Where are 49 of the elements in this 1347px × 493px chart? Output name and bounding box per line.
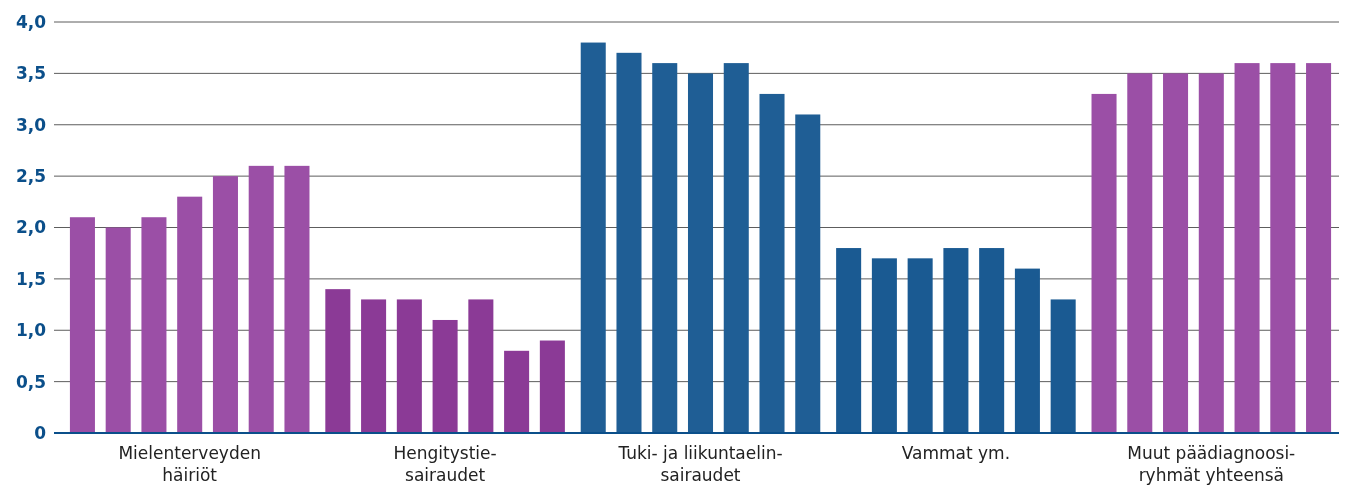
bar — [795, 114, 821, 433]
bar — [759, 93, 785, 433]
y-tick-label: 0,5 — [15, 371, 46, 392]
bar — [284, 165, 310, 433]
x-tick-label: Vammat ym. — [901, 443, 1011, 463]
y-tick-label: 1,5 — [15, 268, 46, 289]
bar — [396, 299, 422, 433]
bar — [177, 196, 203, 433]
bar — [616, 52, 642, 433]
bar — [943, 248, 969, 433]
bar — [907, 258, 933, 433]
bar — [1050, 299, 1076, 433]
y-tick-label: 4,0 — [15, 11, 47, 32]
bar — [69, 217, 95, 433]
y-tick-label: 3,5 — [15, 63, 46, 84]
bar — [1306, 63, 1332, 433]
bar — [432, 319, 458, 433]
bar — [325, 289, 351, 433]
bar — [723, 63, 749, 433]
bar — [1270, 63, 1296, 433]
bar — [1091, 93, 1117, 433]
bar — [141, 217, 167, 433]
bar — [1014, 268, 1040, 433]
y-tick-label: 1,0 — [15, 320, 47, 341]
bar — [836, 248, 862, 433]
bar — [468, 299, 494, 433]
bar — [539, 340, 565, 433]
bar — [580, 42, 606, 433]
y-tick-label: 2,0 — [15, 217, 47, 238]
bar — [504, 350, 530, 433]
bar — [979, 248, 1005, 433]
bar — [361, 299, 387, 433]
bar — [248, 165, 274, 433]
x-tick-label: Hengitystie- sairaudet — [393, 443, 497, 485]
bar — [652, 63, 678, 433]
bar — [1234, 63, 1260, 433]
x-tick-label: Mielenterveyden häiriöt — [118, 443, 261, 485]
bar — [687, 73, 714, 433]
bar — [1198, 73, 1224, 433]
bar — [871, 258, 897, 433]
bar — [1163, 73, 1189, 433]
y-tick-label: 0 — [34, 422, 47, 443]
bar — [212, 176, 238, 433]
y-tick-label: 2,5 — [15, 166, 46, 187]
bar — [1127, 73, 1153, 433]
bar — [105, 227, 131, 433]
x-tick-label: Tuki- ja liikuntaelin- sairaudet — [617, 443, 783, 485]
x-tick-label: Muut päädiagnoosi- ryhmät yhteensä — [1127, 443, 1296, 485]
y-tick-label: 3,0 — [15, 114, 47, 135]
